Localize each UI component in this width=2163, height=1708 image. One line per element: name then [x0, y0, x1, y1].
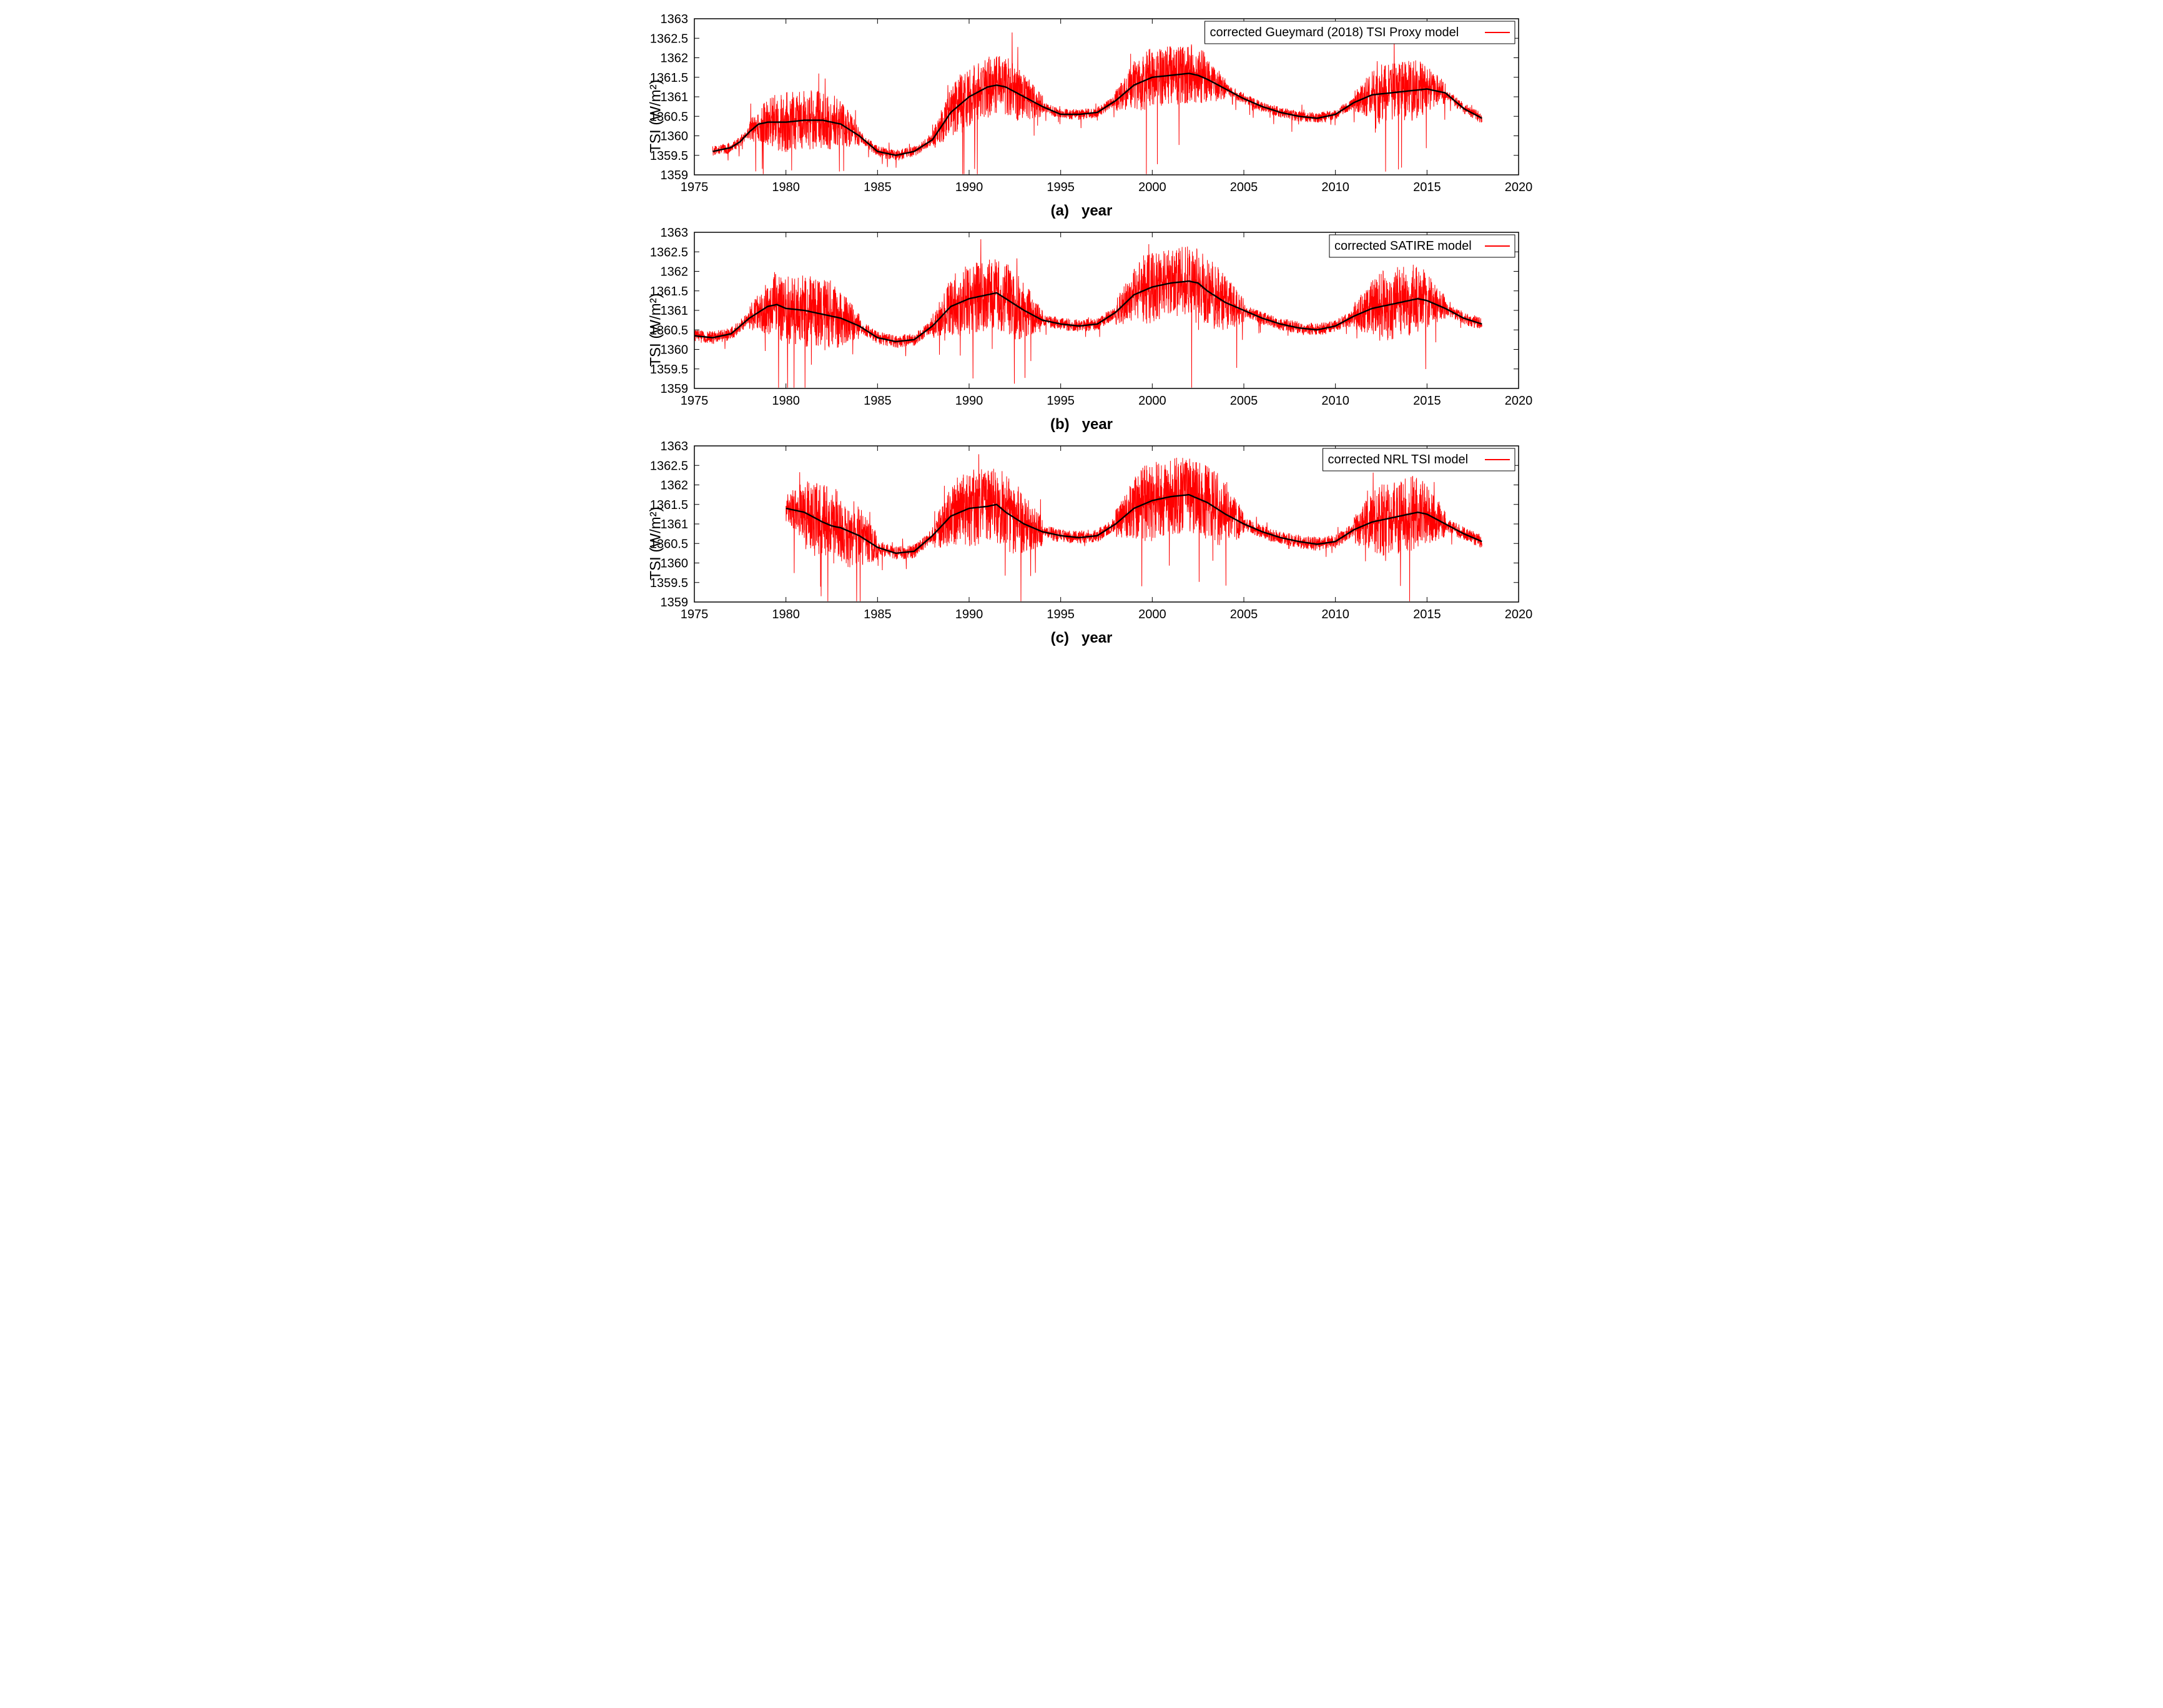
panel-letter: (b) — [1050, 416, 1070, 433]
x-tick-label: 2015 — [1413, 394, 1441, 408]
y-tick-label: 1362.5 — [650, 32, 688, 46]
y-tick-label: 1362.5 — [650, 459, 688, 473]
panel-b: TSI (W/m²) 1975 1980 1985 1990 1995 2000 2005 20… — [626, 226, 1537, 433]
x-axis-label-text: year — [1082, 629, 1112, 646]
x-tick-label: 2020 — [1505, 180, 1533, 194]
x-tick-label: 1995 — [1047, 180, 1075, 194]
x-tick-label: 2000 — [1138, 608, 1166, 621]
panel-c: TSI (W/m²) 1975 1980 1985 1990 1995 2000 2005 20… — [626, 440, 1537, 647]
x-tick-label: 1980 — [772, 394, 800, 408]
x-tick-label: 2020 — [1505, 394, 1533, 408]
legend-label: corrected SATIRE model — [1334, 239, 1472, 253]
x-tick-label: 1975 — [681, 180, 709, 194]
y-tick-label: 1362.5 — [650, 245, 688, 259]
x-tick-label: 2010 — [1321, 608, 1349, 621]
x-axis-label-text: year — [1082, 202, 1112, 219]
y-tick-label: 1363 — [661, 12, 689, 26]
x-axis-label: (a) year — [626, 202, 1537, 220]
y-tick-label: 1359 — [661, 382, 689, 396]
y-tick-label: 1362 — [661, 52, 689, 66]
y-tick-label: 1363 — [661, 440, 689, 453]
x-tick-label: 1995 — [1047, 608, 1075, 621]
plot-c: 1975 1980 1985 1990 1995 2000 2005 2010 2015 2020… — [626, 440, 1537, 627]
x-tick-label: 2010 — [1321, 394, 1349, 408]
plot-b: 1975 1980 1985 1990 1995 2000 2005 2010 2015 2020… — [626, 226, 1537, 413]
x-tick-label: 2020 — [1505, 608, 1533, 621]
x-tick-label: 1985 — [864, 180, 892, 194]
x-tick-label: 2005 — [1230, 394, 1258, 408]
y-axis-label: TSI (W/m²) — [648, 293, 665, 366]
x-tick-label: 1980 — [772, 608, 800, 621]
y-axis-label: TSI (W/m²) — [648, 506, 665, 580]
x-tick-label: 1995 — [1047, 394, 1075, 408]
panel-a: TSI (W/m²) 1975 1980 1985 1990 1995 2000 2005 20… — [626, 12, 1537, 220]
x-tick-label: 2015 — [1413, 608, 1441, 621]
x-tick-label: 1980 — [772, 180, 800, 194]
x-tick-label: 2000 — [1138, 394, 1166, 408]
y-tick-label: 1362 — [661, 265, 689, 279]
x-axis-label: (b) year — [626, 416, 1537, 433]
x-tick-label: 2000 — [1138, 180, 1166, 194]
y-tick-label: 1359 — [661, 596, 689, 610]
x-tick-label: 1975 — [681, 608, 709, 621]
x-axis-label: (c) year — [626, 629, 1537, 647]
y-tick-label: 1363 — [661, 226, 689, 240]
y-axis-label: TSI (W/m²) — [648, 79, 665, 152]
x-tick-label: 1990 — [955, 394, 983, 408]
legend-label: corrected NRL TSI model — [1328, 453, 1469, 466]
x-tick-label: 2015 — [1413, 180, 1441, 194]
x-tick-label: 1985 — [864, 608, 892, 621]
tsi-figure: TSI (W/m²) 1975 1980 1985 1990 1995 2000 2005 20… — [626, 12, 1537, 647]
x-tick-label: 2005 — [1230, 608, 1258, 621]
x-tick-label: 2010 — [1321, 180, 1349, 194]
x-tick-label: 1975 — [681, 394, 709, 408]
x-tick-label: 1990 — [955, 608, 983, 621]
y-tick-label: 1359 — [661, 169, 689, 182]
x-tick-label: 2005 — [1230, 180, 1258, 194]
panel-letter: (c) — [1051, 629, 1069, 646]
x-tick-label: 1990 — [955, 180, 983, 194]
y-tick-label: 1362 — [661, 479, 689, 493]
x-tick-label: 1985 — [864, 394, 892, 408]
x-axis-label-text: year — [1082, 416, 1113, 433]
panel-letter: (a) — [1051, 202, 1069, 219]
legend-label: corrected Gueymard (2018) TSI Proxy mode… — [1210, 26, 1459, 39]
plot-a: 1975 1980 1985 1990 1995 2000 2005 2010 2015 2020… — [626, 12, 1537, 200]
